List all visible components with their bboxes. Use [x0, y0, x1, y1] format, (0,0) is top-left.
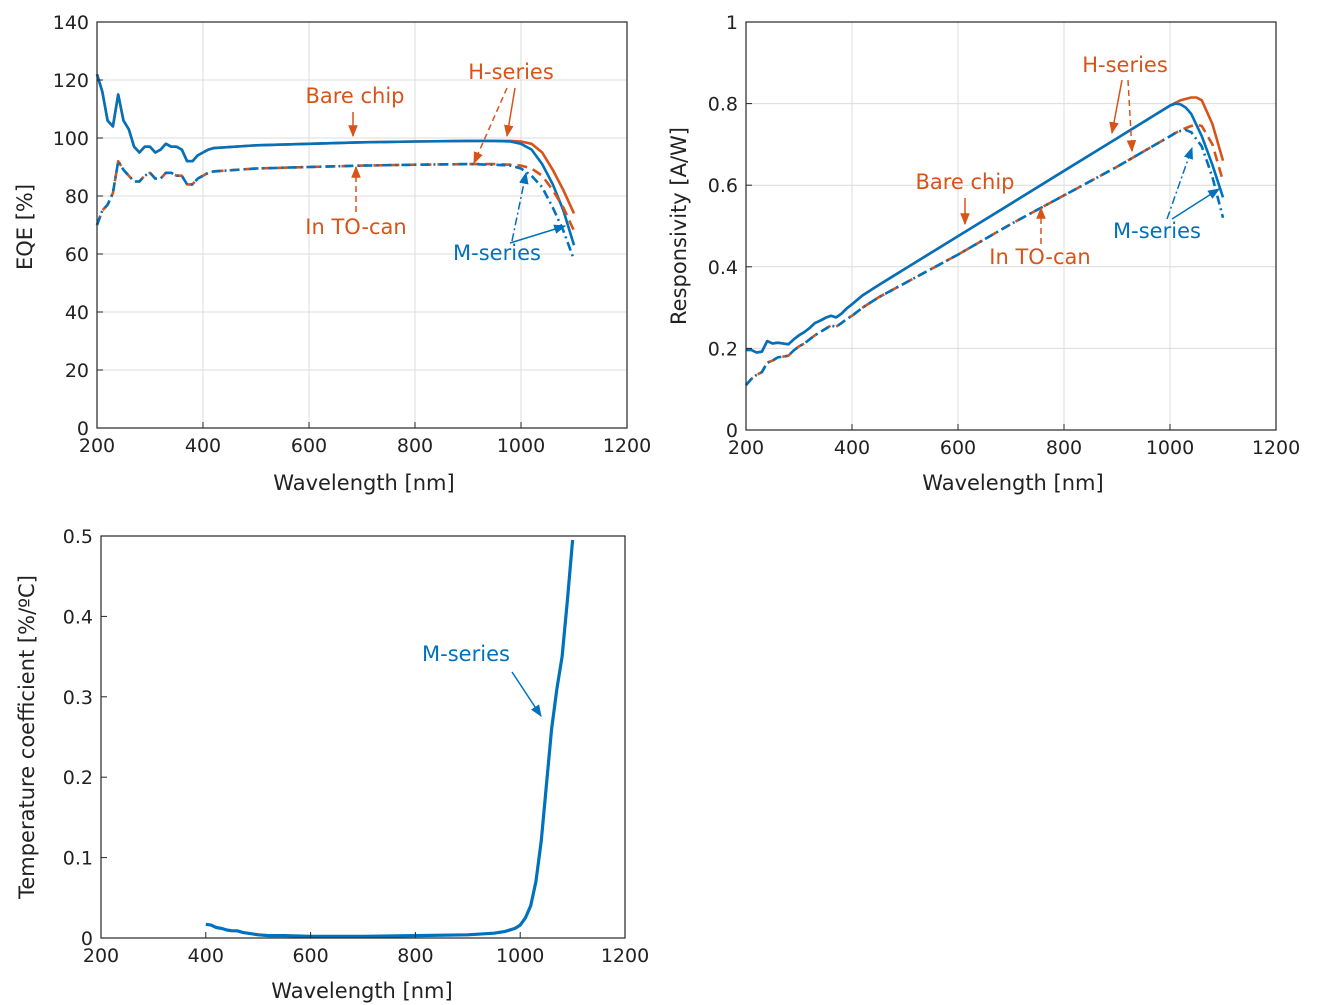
- eqe-y-tick-label: 120: [53, 70, 89, 92]
- eqe-annotation-m-series: M-series: [453, 171, 567, 265]
- svg-text:In TO-can: In TO-can: [305, 215, 406, 239]
- resp-axes-box: [745, 21, 1277, 431]
- temp-x-tick-label: 1000: [496, 945, 544, 967]
- eqe-y-tick-label: 80: [65, 186, 89, 208]
- eqe-y-tick-label: 60: [65, 244, 89, 266]
- resp-y-tick-label: 0.2: [708, 338, 738, 360]
- responsivity-annotation-h-series: H-series: [1082, 53, 1168, 153]
- resp-x-tick-label: 200: [728, 437, 764, 459]
- eqe-annotation-bare-chip: Bare chip: [305, 84, 405, 138]
- eqe-series-bare-chip-m-series: [95, 73, 576, 246]
- eqe-x-tick-label: 1200: [603, 435, 651, 457]
- temp-y-axis-label: Temperature coefficient [%/ºC]: [15, 575, 39, 900]
- resp-y-tick-label: 1: [726, 12, 738, 34]
- svg-text:M-series: M-series: [422, 642, 510, 666]
- resp-x-tick-label: 800: [1046, 437, 1082, 459]
- svg-text:Bare chip: Bare chip: [305, 84, 404, 108]
- temp-y-tick-label: 0.2: [63, 767, 93, 789]
- eqe-y-tick-label: 40: [65, 302, 89, 324]
- responsivity-annotation-in-to-can: In TO-can: [989, 206, 1091, 269]
- svg-text:M-series: M-series: [1113, 219, 1201, 243]
- svg-text:M-series: M-series: [453, 241, 541, 265]
- eqe-x-tick-label: 200: [79, 435, 115, 457]
- eqe-annotation-h-series: H-series: [468, 60, 554, 165]
- resp-x-tick-label: 1200: [1252, 437, 1300, 459]
- temp-x-tick-label: 200: [83, 945, 119, 967]
- eqe-annotation-in-to-can: In TO-can: [305, 165, 407, 239]
- resp-y-tick-label: 0.6: [708, 175, 738, 197]
- eqe-axes-box: [96, 21, 628, 429]
- temp-y-tick-label: 0.4: [63, 606, 93, 628]
- resp-x-tick-label: 400: [834, 437, 870, 459]
- resp-y-tick-label: 0.8: [708, 94, 738, 116]
- svg-text:In TO-can: In TO-can: [989, 245, 1090, 269]
- temp-y-tick-label: 0: [81, 928, 93, 950]
- temp-x-tick-label: 600: [292, 945, 328, 967]
- temp-x-tick-label: 1200: [601, 945, 649, 967]
- responsivity-chart: 200 400 600 800 1000 1200 0 0.2 0.4 0.6 0.8 1 Wavel…: [667, 12, 1300, 495]
- eqe-x-tick-label: 600: [291, 435, 327, 457]
- eqe-x-tick-label: 800: [397, 435, 433, 457]
- svg-text:Bare chip: Bare chip: [915, 170, 1014, 194]
- eqe-series-in-to-can-h-series: [95, 159, 576, 232]
- eqe-chart: 200 400 600 800 1000 1200 0 20 40 60 80 100 120 140 W…: [13, 12, 651, 495]
- eqe-x-tick-label: 1000: [497, 435, 545, 457]
- eqe-y-tick-label: 20: [65, 360, 89, 382]
- resp-series-bare-chip-m-series: [746, 102, 1225, 354]
- eqe-y-tick-label: 0: [77, 418, 89, 440]
- responsivity-annotation-bare-chip: Bare chip: [915, 170, 1015, 226]
- resp-series-in-to-can-m-series: [745, 128, 1225, 386]
- temp-y-tick-label: 0.1: [63, 848, 93, 870]
- resp-series-in-to-can-h-series: [745, 123, 1225, 386]
- temperature-coefficient-chart: 200 400 600 800 1000 1200 0 0.1 0.2 0.3 0.4 0.5 Wav…: [15, 526, 649, 1003]
- temp-y-tick-label: 0.5: [63, 526, 93, 548]
- eqe-x-tick-label: 400: [185, 435, 221, 457]
- resp-y-tick-label: 0: [726, 420, 738, 442]
- temp-series-m-series: [205, 539, 575, 939]
- temp-axes-box: [100, 535, 626, 939]
- temp-y-tick-label: 0.3: [63, 687, 93, 709]
- temp-annotation-m-series: M-series: [422, 642, 542, 718]
- resp-y-tick-label: 0.4: [708, 257, 738, 279]
- temp-x-tick-label: 400: [188, 945, 224, 967]
- responsivity-annotation-m-series: M-series: [1113, 146, 1221, 243]
- responsivity-x-axis-label: Wavelength [nm]: [922, 471, 1103, 495]
- eqe-y-tick-label: 140: [53, 12, 89, 34]
- eqe-y-axis-label: EQE [%]: [13, 184, 37, 270]
- svg-text:H-series: H-series: [1082, 53, 1168, 77]
- resp-x-tick-label: 1000: [1146, 437, 1194, 459]
- temp-x-axis-label: Wavelength [nm]: [271, 979, 452, 1003]
- eqe-y-tick-label: 100: [53, 128, 89, 150]
- temp-x-tick-label: 800: [397, 945, 433, 967]
- resp-x-tick-label: 600: [940, 437, 976, 459]
- svg-text:H-series: H-series: [468, 60, 554, 84]
- responsivity-y-axis-label: Responsivity [A/W]: [667, 127, 691, 325]
- eqe-x-axis-label: Wavelength [nm]: [273, 471, 454, 495]
